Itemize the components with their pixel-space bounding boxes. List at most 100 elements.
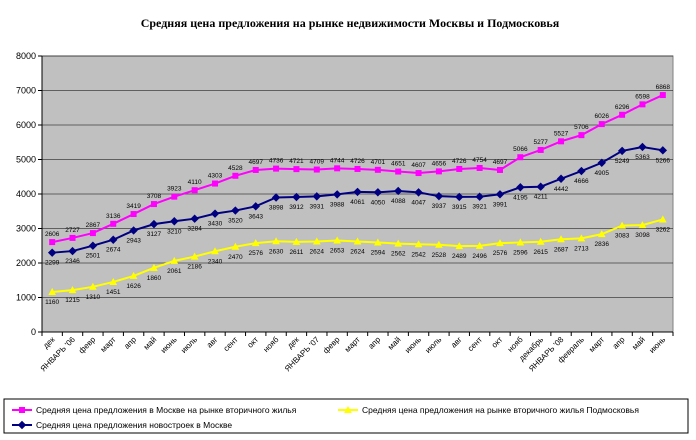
data-point-s2	[577, 234, 586, 242]
data-label-s2: 2562	[391, 251, 406, 258]
x-tick-label: апр	[611, 335, 627, 351]
data-label-s2: 3262	[656, 226, 671, 233]
x-tick-label: июль	[423, 335, 443, 355]
x-tick-label: авг	[205, 335, 220, 350]
data-point-s3	[617, 146, 627, 156]
data-point-s1	[273, 165, 280, 172]
grid-layer	[42, 55, 673, 298]
data-label-s1: 5066	[513, 146, 528, 153]
x-tick-label: апр	[122, 335, 138, 351]
data-label-s3: 4195	[513, 194, 528, 201]
data-label-s1: 4697	[493, 159, 508, 166]
data-point-s2	[597, 230, 606, 238]
data-point-s3	[210, 209, 220, 218]
data-label-s2: 2611	[289, 249, 303, 256]
x-tick-label: март	[99, 335, 118, 354]
data-label-s1: 4744	[330, 157, 345, 164]
data-label-s2: 2624	[310, 248, 325, 255]
data-point-s1	[659, 92, 666, 99]
data-point-s2	[251, 239, 260, 247]
data-label-s1: 3708	[147, 193, 162, 200]
y-tick-label: 1000	[16, 293, 36, 303]
data-point-s2	[414, 240, 423, 248]
data-label-s2: 1626	[126, 283, 141, 290]
data-label-s1: 4726	[350, 158, 365, 165]
x-tick-label: март	[587, 335, 606, 354]
x-tick-label: май	[386, 335, 403, 352]
data-point-s2	[68, 286, 77, 294]
x-tick-label: февр	[321, 335, 342, 356]
data-point-s3	[536, 182, 545, 191]
data-point-s3	[495, 190, 505, 199]
data-point-s2	[211, 247, 219, 255]
data-point-s2	[496, 239, 504, 247]
data-label-s1: 6598	[635, 93, 650, 100]
data-label-s2: 2340	[208, 258, 223, 265]
data-label-s2: 2496	[472, 253, 487, 260]
data-point-s1	[313, 166, 320, 173]
data-point-s2	[394, 239, 403, 247]
data-point-s1	[578, 132, 585, 139]
data-label-s3: 3643	[248, 213, 263, 220]
data-label-s3: 2299	[45, 260, 60, 267]
data-point-s1	[354, 165, 361, 172]
data-point-s3	[129, 226, 138, 235]
data-point-s3	[394, 186, 403, 196]
x-tick-label: июнь	[403, 335, 423, 355]
data-point-s3	[638, 142, 647, 152]
x-tick-label: дек	[41, 335, 57, 351]
data-label-s2: 1451	[106, 289, 121, 296]
data-label-s3: 2501	[86, 253, 101, 260]
y-tick-label: 8000	[16, 51, 36, 61]
data-label-layer: 2606 2727 2867 3136 3419 3708 3923 4110 4303 4528…	[45, 84, 670, 306]
data-label-s3: 3937	[432, 203, 447, 210]
data-label-s1: 4754	[472, 157, 487, 164]
x-tick-label: июль	[179, 335, 199, 355]
data-point-s1	[496, 166, 503, 173]
data-label-s2: 2836	[595, 241, 610, 248]
data-label-s3: 4905	[595, 170, 610, 177]
data-label-s3: 3915	[452, 204, 467, 211]
data-point-s1	[110, 220, 117, 227]
y-tick-label: 7000	[16, 86, 36, 96]
y-tick-label: 0	[31, 327, 36, 337]
data-label-s3: 2346	[65, 258, 80, 265]
data-label-s1: 4736	[269, 158, 284, 165]
data-label-s1: 3923	[167, 186, 182, 193]
data-point-s2	[516, 238, 525, 246]
data-label-s3: 3991	[493, 201, 508, 208]
data-point-s2	[129, 271, 138, 279]
data-label-s1: 5527	[554, 130, 569, 137]
legend-label-1: Средняя цена предложения в Москве на рын…	[36, 405, 297, 415]
data-label-s3: 3921	[472, 204, 487, 211]
data-point-s1	[130, 211, 137, 218]
data-point-s2	[292, 237, 301, 245]
data-label-s1: 2727	[65, 227, 80, 234]
data-label-s3: 3898	[269, 205, 284, 212]
data-point-s2	[536, 237, 545, 245]
data-label-s2: 2594	[371, 250, 386, 257]
data-label-s2: 1160	[45, 299, 59, 306]
data-label-s1: 6296	[615, 104, 630, 111]
data-label-s1: 5277	[533, 139, 548, 146]
data-point-s2	[658, 215, 667, 223]
data-point-s1	[171, 193, 178, 200]
y-tick-label: 6000	[16, 120, 36, 130]
legend-label-3: Средняя цена предложения новостроек в Мо…	[36, 420, 232, 430]
data-point-s2	[333, 236, 341, 244]
data-label-s3: 4088	[391, 198, 406, 205]
data-label-s2: 3098	[635, 232, 650, 239]
data-point-s2	[618, 221, 626, 229]
data-label-s3: 4211	[534, 194, 548, 201]
data-point-s3	[292, 192, 301, 202]
data-point-s1	[334, 165, 341, 172]
data-label-s1: 4701	[371, 159, 386, 166]
data-point-s1	[89, 230, 96, 237]
data-label-s3: 3430	[208, 221, 223, 228]
data-point-s3	[373, 188, 383, 197]
data-label-s3: 3988	[330, 201, 345, 208]
series-layer	[47, 92, 668, 295]
data-point-s2	[353, 237, 362, 245]
